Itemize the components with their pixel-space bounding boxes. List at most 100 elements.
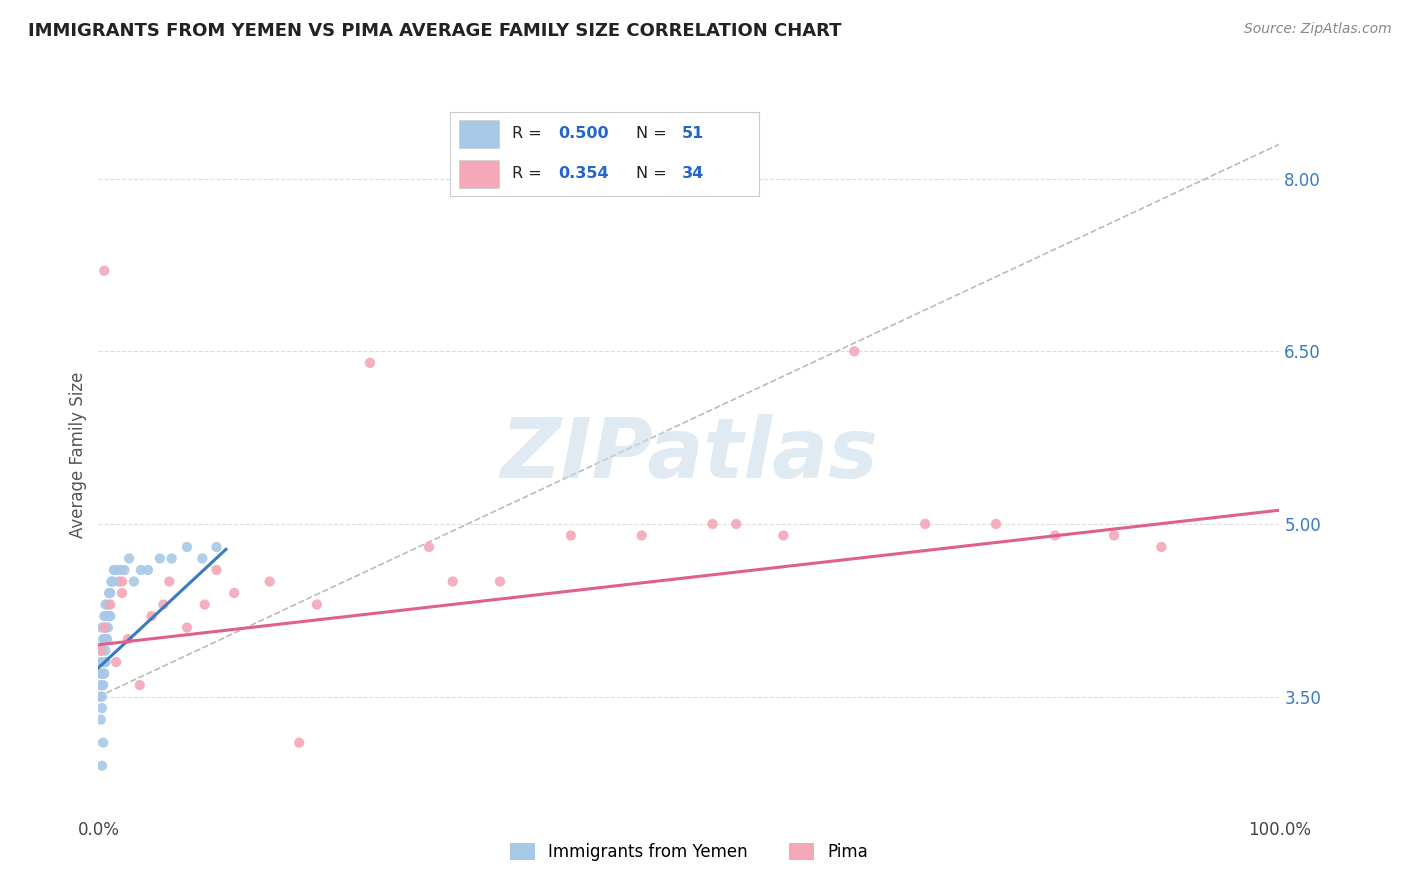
Text: N =: N = [636, 127, 672, 142]
Point [91, 655, 114, 669]
Point [98, 586, 121, 600]
Point [91, 632, 114, 646]
Point [101, 574, 124, 589]
Point [98, 609, 121, 624]
Point [90, 678, 112, 692]
Point [103, 563, 125, 577]
Point [160, 551, 183, 566]
Point [194, 598, 217, 612]
Point [984, 516, 1007, 531]
Point [128, 678, 150, 692]
Legend: Immigrants from Yemen, Pima: Immigrants from Yemen, Pima [503, 836, 875, 868]
Point [1043, 528, 1066, 542]
Point [90, 713, 112, 727]
Point [630, 528, 652, 542]
Text: 0.354: 0.354 [558, 166, 609, 181]
Point [98, 586, 121, 600]
Point [91, 758, 114, 772]
Point [560, 528, 582, 542]
Point [129, 563, 152, 577]
Point [725, 516, 748, 531]
Point [136, 563, 159, 577]
Point [118, 551, 141, 566]
Point [441, 574, 464, 589]
Point [93, 655, 115, 669]
Point [105, 655, 128, 669]
Text: R =: R = [512, 127, 547, 142]
Point [176, 621, 198, 635]
Point [96, 609, 118, 624]
Point [97, 621, 120, 635]
Text: IMMIGRANTS FROM YEMEN VS PIMA AVERAGE FAMILY SIZE CORRELATION CHART: IMMIGRANTS FROM YEMEN VS PIMA AVERAGE FA… [28, 22, 842, 40]
Point [91, 666, 114, 681]
Point [205, 563, 228, 577]
Point [152, 598, 174, 612]
Point [91, 678, 114, 692]
Text: 0.500: 0.500 [558, 127, 609, 142]
Point [418, 540, 440, 554]
Point [98, 598, 121, 612]
Point [111, 586, 134, 600]
Point [97, 598, 120, 612]
Point [305, 598, 328, 612]
Point [90, 643, 112, 657]
Point [149, 551, 172, 566]
Point [112, 563, 135, 577]
Point [100, 574, 122, 589]
Point [224, 586, 246, 600]
Point [90, 655, 112, 669]
Point [91, 701, 114, 715]
Point [141, 609, 163, 624]
Point [191, 551, 214, 566]
Point [111, 574, 134, 589]
Text: N =: N = [636, 166, 672, 181]
Point [96, 632, 118, 646]
Y-axis label: Average Family Size: Average Family Size [69, 372, 87, 538]
Text: R =: R = [512, 166, 547, 181]
Point [489, 574, 512, 589]
Point [93, 621, 115, 635]
Point [89, 666, 111, 681]
FancyBboxPatch shape [460, 160, 499, 188]
Point [359, 356, 381, 370]
Point [772, 528, 794, 542]
Point [94, 655, 117, 669]
Point [91, 666, 114, 681]
Point [176, 540, 198, 554]
Point [702, 516, 724, 531]
Text: 51: 51 [682, 127, 704, 142]
Point [107, 574, 129, 589]
Point [91, 621, 114, 635]
Point [205, 540, 228, 554]
Point [91, 643, 114, 657]
Point [117, 632, 139, 646]
Point [94, 643, 117, 657]
Point [91, 736, 114, 750]
Point [91, 690, 114, 704]
Point [90, 643, 112, 657]
Point [122, 574, 145, 589]
Point [93, 666, 115, 681]
Point [96, 632, 118, 646]
Point [259, 574, 281, 589]
Point [93, 632, 115, 646]
Point [1150, 540, 1173, 554]
Point [98, 609, 121, 624]
Text: 34: 34 [682, 166, 704, 181]
Point [1102, 528, 1125, 542]
Point [89, 690, 111, 704]
Point [914, 516, 936, 531]
FancyBboxPatch shape [460, 120, 499, 148]
Point [91, 678, 114, 692]
Point [94, 621, 117, 635]
Point [105, 563, 128, 577]
Point [844, 344, 866, 359]
Text: Source: ZipAtlas.com: Source: ZipAtlas.com [1244, 22, 1392, 37]
Point [94, 598, 117, 612]
Text: ZIPatlas: ZIPatlas [501, 415, 877, 495]
Point [288, 736, 311, 750]
Point [157, 574, 180, 589]
Point [93, 609, 115, 624]
Point [110, 563, 132, 577]
Point [93, 264, 115, 278]
